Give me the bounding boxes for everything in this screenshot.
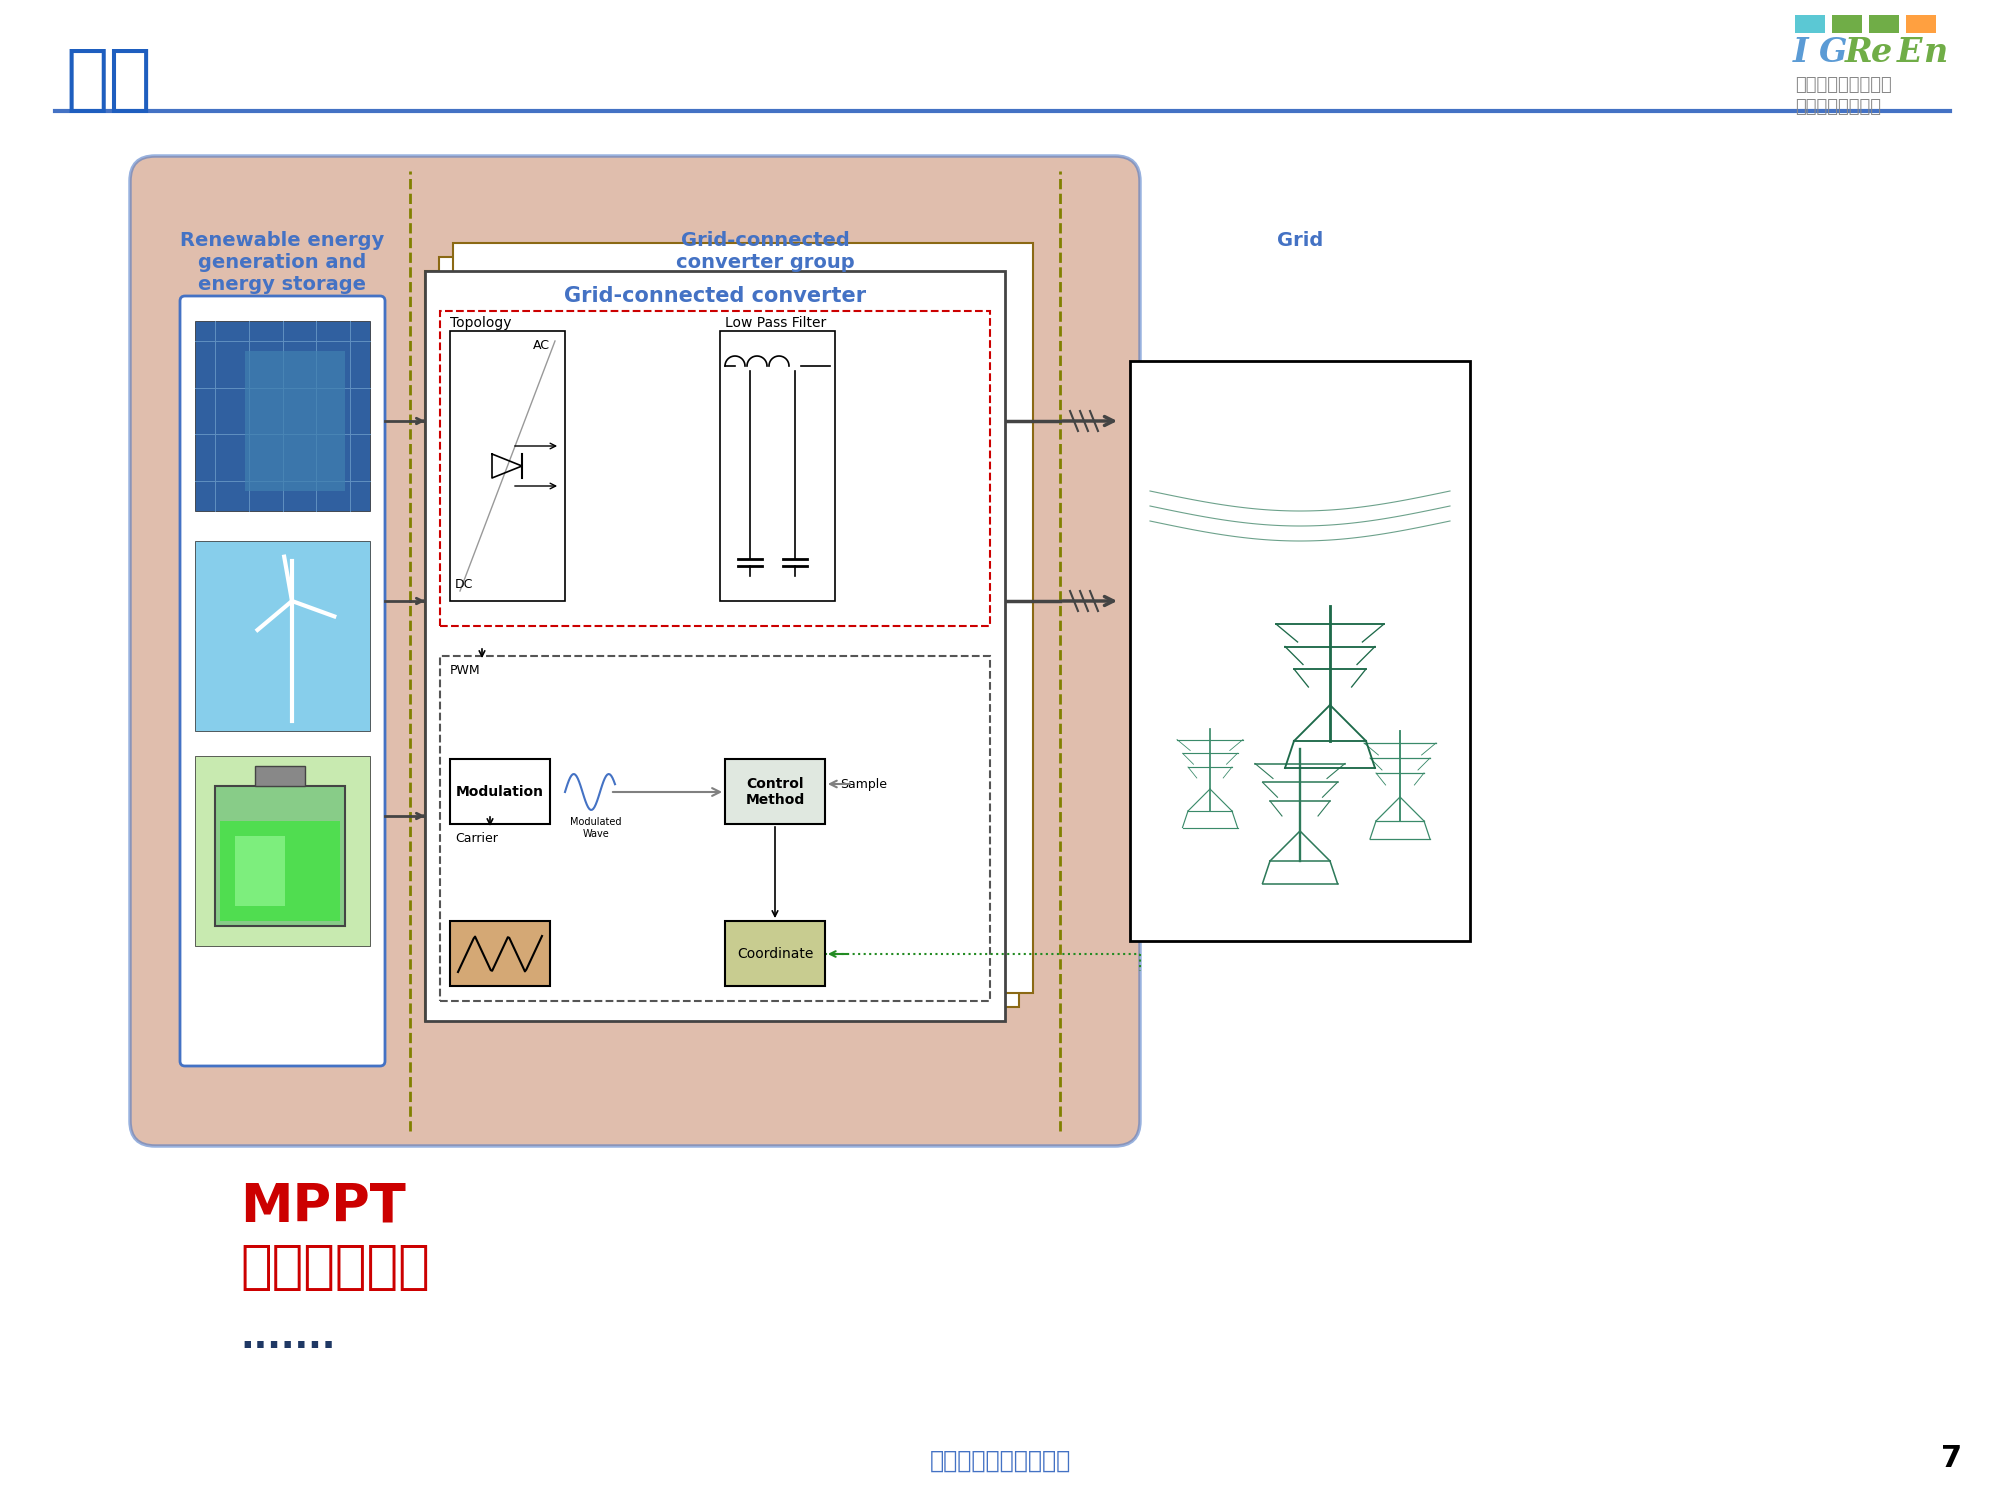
Bar — [438, 257, 1019, 1007]
Text: .......: ....... — [240, 1321, 336, 1355]
Bar — [424, 272, 1005, 1021]
Bar — [1833, 15, 1863, 33]
Text: 山东大学可再生能源: 山东大学可再生能源 — [1795, 77, 1891, 95]
Bar — [1131, 362, 1471, 941]
Bar — [450, 922, 550, 986]
Text: Low Pass Filter: Low Pass Filter — [724, 317, 826, 330]
Text: Modulated
Wave: Modulated Wave — [570, 817, 622, 839]
Bar — [1795, 15, 1825, 33]
Text: Renewable energy
generation and
energy storage: Renewable energy generation and energy s… — [180, 231, 384, 294]
Bar — [440, 311, 990, 626]
Text: 与智能电网研究所: 与智能电网研究所 — [1795, 98, 1881, 116]
Text: Grid-connected
converter group: Grid-connected converter group — [676, 231, 854, 272]
Bar — [194, 757, 370, 946]
Text: n: n — [1923, 36, 1947, 69]
Bar — [1869, 15, 1899, 33]
Bar — [194, 540, 370, 731]
Bar — [440, 656, 990, 1001]
Text: Grid: Grid — [1277, 231, 1323, 251]
Text: E: E — [1897, 36, 1923, 69]
FancyBboxPatch shape — [180, 296, 384, 1066]
Text: G: G — [1819, 36, 1847, 69]
FancyBboxPatch shape — [130, 156, 1141, 1145]
Bar — [254, 766, 304, 787]
Bar — [452, 243, 1033, 994]
Text: Grid-connected converter: Grid-connected converter — [564, 287, 866, 306]
Bar — [1907, 15, 1937, 33]
Bar — [450, 332, 564, 600]
Text: AC: AC — [532, 339, 550, 353]
Bar — [214, 787, 344, 926]
Bar — [724, 922, 824, 986]
Bar — [194, 321, 370, 510]
Text: I: I — [1793, 36, 1809, 69]
Text: e: e — [1871, 36, 1893, 69]
Text: DC: DC — [454, 578, 474, 591]
Text: Control
Method: Control Method — [746, 778, 804, 808]
Bar — [220, 821, 340, 922]
Bar — [724, 760, 824, 824]
Text: PWM: PWM — [450, 663, 480, 677]
Text: Coordinate: Coordinate — [736, 947, 812, 961]
Text: Sample: Sample — [840, 778, 886, 791]
Text: Topology: Topology — [450, 317, 512, 330]
Bar — [720, 332, 834, 600]
Text: 背景: 背景 — [64, 47, 152, 116]
Bar — [244, 351, 344, 491]
Text: Modulation: Modulation — [456, 785, 544, 799]
Bar — [424, 272, 1005, 1021]
Text: R: R — [1845, 36, 1873, 69]
Text: 《电工技术学报》发布: 《电工技术学报》发布 — [928, 1448, 1071, 1472]
Text: 7: 7 — [1941, 1444, 1963, 1472]
Bar — [234, 836, 284, 907]
Bar — [450, 760, 550, 824]
Text: MPPT
电池能量管理: MPPT 电池能量管理 — [240, 1181, 430, 1294]
Text: Carrier: Carrier — [454, 832, 498, 845]
